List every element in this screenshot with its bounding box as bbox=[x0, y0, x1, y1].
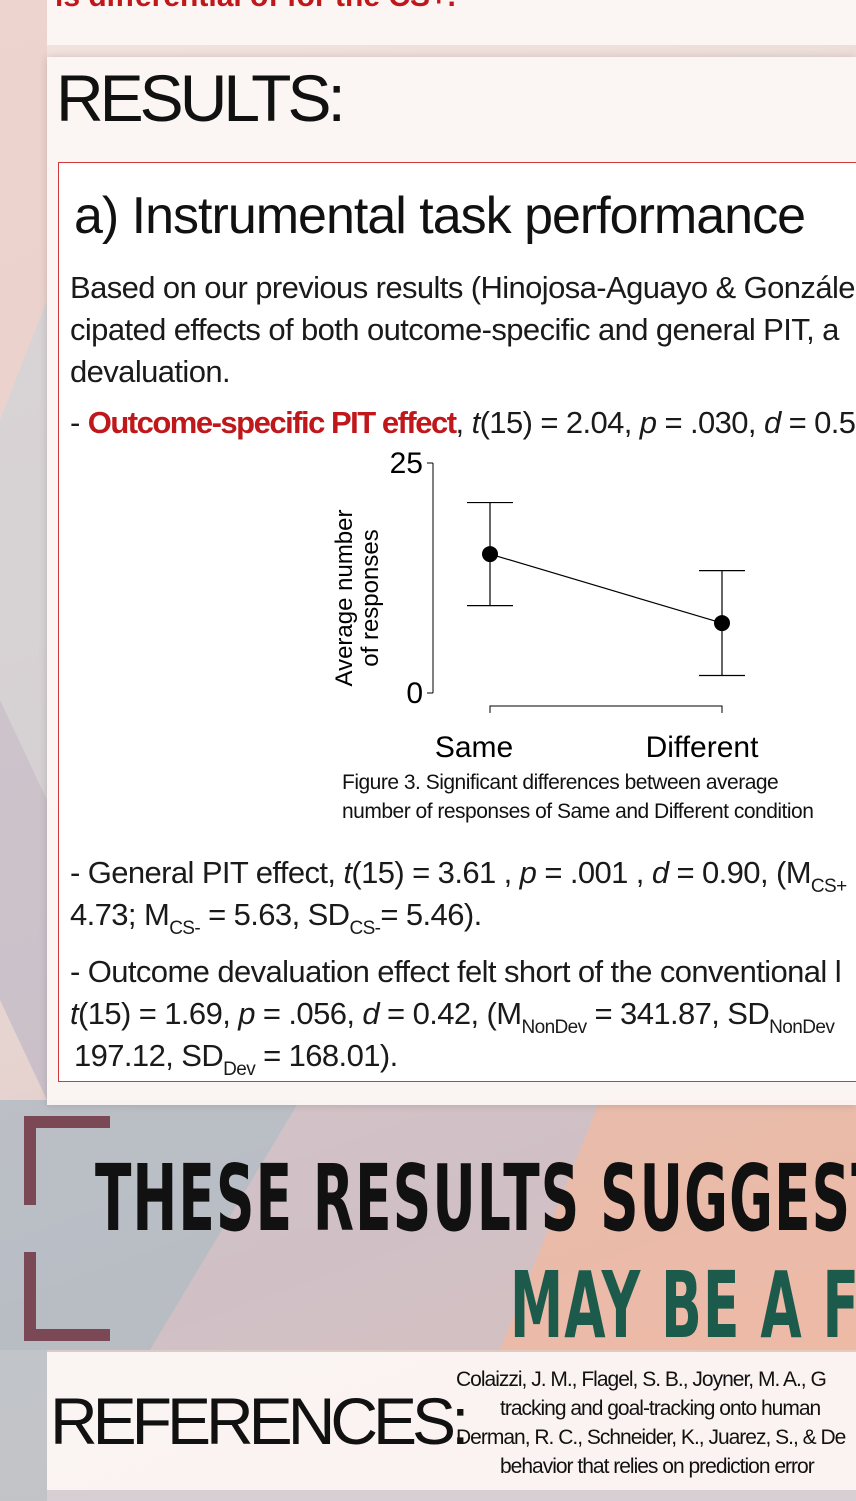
stat: t bbox=[471, 405, 481, 440]
text: = 0.5 bbox=[780, 405, 856, 440]
results-heading: RESULTS: bbox=[56, 61, 346, 135]
specific-pit: - Outcome-specific PIT effect, t(15) = 2… bbox=[70, 405, 856, 441]
text: - bbox=[70, 405, 88, 440]
point bbox=[714, 615, 730, 632]
stat: d bbox=[651, 855, 669, 890]
text: = 168.01). bbox=[255, 1038, 398, 1073]
subscript: CS+ bbox=[810, 876, 847, 897]
devaluation-line: - Outcome devaluation effect felt short … bbox=[70, 954, 842, 990]
y-tick-label: 0 bbox=[406, 677, 423, 710]
subscript: CS- bbox=[349, 918, 381, 939]
subscript: NonDev bbox=[769, 1017, 835, 1038]
line bbox=[489, 553, 723, 624]
top-panel bbox=[47, 0, 856, 45]
intro-line: Based on our previous results (Hinojosa-… bbox=[70, 270, 856, 305]
stat: t bbox=[343, 855, 352, 890]
text: (15) = 2.04, bbox=[479, 405, 640, 440]
banner-line: MAY BE A FLE bbox=[510, 1252, 856, 1359]
general-pit-line: 4.73; MCS- = 5.63, SDCS-= 5.46). bbox=[70, 897, 482, 940]
reference-line: Derman, R. C., Schneider, K., Juarez, S.… bbox=[456, 1426, 846, 1449]
subscript: NonDev bbox=[521, 1017, 587, 1038]
stat: p bbox=[639, 405, 657, 440]
y-tick-label: 25 bbox=[390, 447, 423, 480]
x-axis bbox=[489, 705, 723, 713]
caption-line: number of responses of Same and Differen… bbox=[342, 800, 814, 823]
text: = 5.63, SD bbox=[200, 897, 350, 932]
x-tick-label: Same bbox=[435, 731, 513, 764]
text: (15) = 3.61 , bbox=[351, 855, 520, 890]
reference-line: behavior that relies on prediction error bbox=[500, 1455, 815, 1478]
text: = .056, bbox=[254, 996, 363, 1031]
stat: p bbox=[519, 855, 537, 890]
reference-line: Colaizzi, J. M., Flagel, S. B., Joyner, … bbox=[456, 1368, 827, 1391]
text: = 5.46). bbox=[380, 897, 482, 932]
subscript: Dev bbox=[223, 1059, 256, 1080]
stat: d bbox=[362, 996, 380, 1031]
banner-line: THESE RESULTS SUGGEST THA bbox=[95, 1145, 856, 1252]
stat: d bbox=[763, 405, 781, 440]
reference-line: tracking and goal-tracking onto human bbox=[500, 1397, 821, 1420]
references-heading: REFERENCES: bbox=[50, 1384, 469, 1458]
text: 197.12, SD bbox=[74, 1038, 224, 1073]
effect-name: Outcome-specific PIT effect bbox=[87, 405, 457, 440]
references-panel bbox=[47, 1352, 856, 1490]
stat: t bbox=[70, 996, 79, 1031]
text: - General PIT effect, bbox=[70, 855, 344, 890]
subscript: CS- bbox=[169, 918, 201, 939]
text: = bbox=[847, 855, 856, 890]
text: , bbox=[455, 405, 472, 440]
text: = 0.90, (M bbox=[668, 855, 811, 890]
text: 4.73; M bbox=[70, 897, 170, 932]
intro-line: cipated effects of both outcome-specific… bbox=[70, 312, 839, 347]
text: = .030, bbox=[656, 405, 764, 440]
section-title: a) Instrumental task performance bbox=[74, 187, 806, 245]
banner-brackets bbox=[24, 1116, 110, 1341]
caption-line: Figure 3. Significant differences betwee… bbox=[342, 771, 779, 794]
text: = 0.42, (M bbox=[379, 996, 522, 1031]
text: (15) = 1.69, bbox=[78, 996, 239, 1031]
y-axis-label: Average number bbox=[331, 509, 358, 686]
y-axis-label: of responses bbox=[357, 529, 384, 666]
devaluation-line: t(15) = 1.69, p = .056, d = 0.42, (MNonD… bbox=[70, 996, 835, 1039]
stat: p bbox=[238, 996, 255, 1031]
general-pit-line: - General PIT effect, t(15) = 3.61 , p =… bbox=[70, 855, 856, 898]
intro-line: devaluation. bbox=[70, 354, 231, 389]
point bbox=[482, 546, 498, 563]
text: = .001 , bbox=[536, 855, 652, 890]
text: = 341.87, SD bbox=[586, 996, 770, 1031]
top-fragment: is differential of for the CS+. bbox=[55, 0, 456, 14]
x-tick-label: Different bbox=[646, 731, 760, 764]
text: - Outcome devaluation effect felt short … bbox=[70, 954, 842, 989]
devaluation-line: 197.12, SDDev = 168.01). bbox=[74, 1038, 398, 1081]
figure: 0 25 Average number of responses Same Differe… bbox=[331, 447, 760, 764]
